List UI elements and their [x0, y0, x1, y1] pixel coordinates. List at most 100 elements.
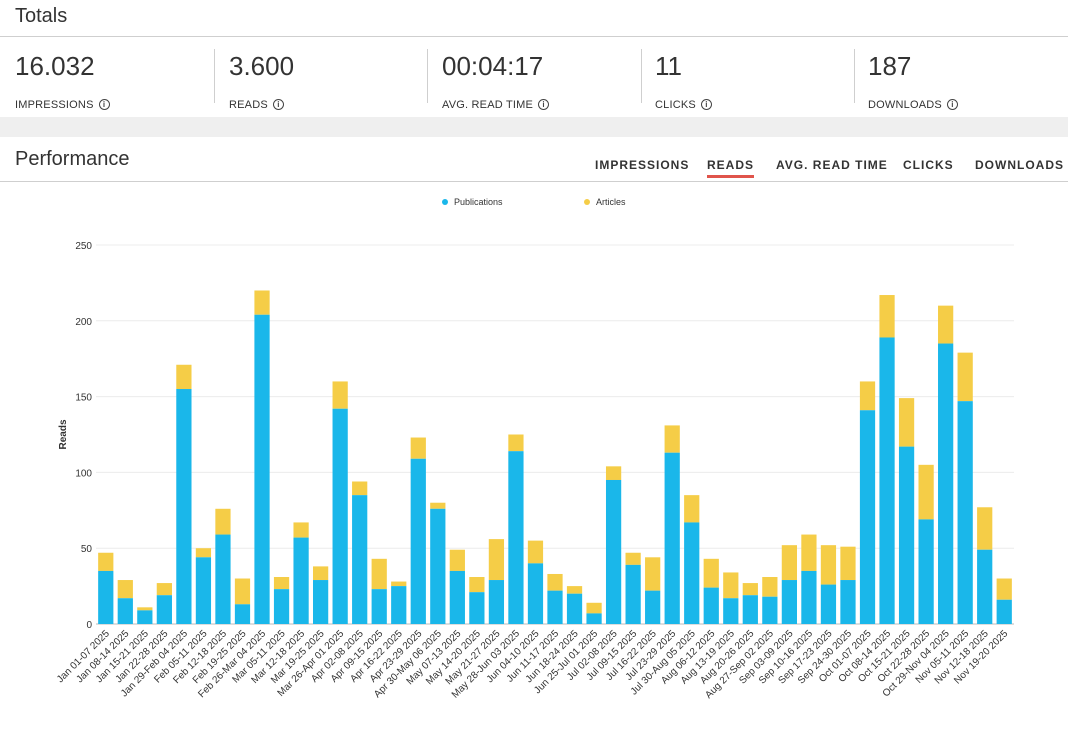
- bar-articles: [391, 581, 407, 587]
- bar-publications: [664, 452, 680, 624]
- bar-publications: [195, 557, 212, 624]
- bar-publications: [859, 410, 876, 624]
- info-icon[interactable]: i: [98, 99, 110, 110]
- bar-publications: [547, 590, 563, 624]
- bar-articles: [605, 466, 622, 480]
- totals-title: Totals: [15, 5, 68, 27]
- bar-articles: [840, 546, 856, 581]
- bar-articles: [566, 586, 583, 594]
- bar-articles: [723, 572, 739, 599]
- stat-label-row: READS i: [229, 99, 284, 111]
- bar-publications: [684, 522, 700, 624]
- bar-publications: [312, 580, 329, 624]
- bar-publications: [293, 537, 309, 624]
- stat-label: CLICKS: [655, 99, 696, 111]
- legend-label: Articles: [596, 197, 626, 207]
- bar-articles: [703, 558, 719, 588]
- tab-reads[interactable]: READS: [707, 158, 755, 178]
- bar-articles: [371, 558, 387, 590]
- bar-publications: [703, 587, 719, 624]
- bar-articles: [938, 305, 954, 344]
- info-icon[interactable]: i: [946, 99, 958, 110]
- bar-publications: [352, 495, 368, 624]
- y-tick-label: 150: [75, 393, 92, 404]
- bar-publications: [781, 580, 798, 624]
- bar-articles: [742, 583, 758, 596]
- y-axis-title: Reads: [58, 419, 69, 449]
- legend-item-publications[interactable]: Publications: [442, 197, 503, 207]
- bar-publications: [840, 580, 856, 624]
- bar-publications: [176, 389, 192, 624]
- info-icon[interactable]: i: [700, 99, 712, 110]
- bar-publications: [898, 446, 915, 624]
- legend-swatch-articles: [584, 199, 590, 205]
- stat-value: 00:04:17: [442, 51, 544, 81]
- stat-label-row: IMPRESSIONS i: [15, 99, 110, 111]
- bar-articles: [645, 557, 661, 591]
- bar-publications: [820, 584, 837, 624]
- legend-swatch-publications: [442, 199, 448, 205]
- info-icon[interactable]: i: [272, 99, 284, 110]
- bar-publications: [938, 343, 954, 624]
- stat-label-row: CLICKS i: [655, 99, 712, 111]
- bar-articles: [508, 434, 524, 452]
- legend-label: Publications: [454, 197, 503, 207]
- bar-articles: [410, 437, 426, 459]
- bar-publications: [254, 314, 270, 624]
- stat-divider: [641, 49, 642, 103]
- bar-articles: [449, 549, 465, 571]
- bar-publications: [645, 590, 661, 624]
- tab-clicks[interactable]: CLICKS: [903, 158, 954, 172]
- bar-articles: [488, 539, 505, 581]
- bar-articles: [234, 578, 251, 605]
- bar-publications: [117, 598, 133, 624]
- bar-articles: [781, 545, 798, 581]
- bar-publications: [508, 451, 524, 624]
- bar-publications: [410, 458, 426, 624]
- stat-label: DOWNLOADS: [868, 99, 942, 111]
- bar-publications: [723, 598, 739, 624]
- bar-articles: [625, 552, 641, 565]
- bar-articles: [254, 290, 270, 315]
- info-icon[interactable]: i: [538, 99, 550, 110]
- bar-articles: [527, 540, 544, 564]
- bar-articles: [137, 607, 153, 611]
- stat-value: 187: [868, 51, 912, 81]
- bar-publications: [625, 564, 641, 624]
- legend-item-articles[interactable]: Articles: [584, 197, 626, 207]
- bar-articles: [684, 495, 700, 523]
- stat-label-row: DOWNLOADS i: [868, 99, 958, 111]
- bar-publications: [156, 595, 172, 624]
- bar-publications: [215, 534, 231, 624]
- stat-divider: [214, 49, 215, 103]
- bar-articles: [664, 425, 680, 453]
- bar-articles: [820, 545, 837, 585]
- bar-publications: [527, 563, 544, 624]
- bar-articles: [859, 381, 876, 411]
- bar-articles: [918, 464, 934, 520]
- bar-publications: [586, 613, 602, 624]
- bar-articles: [312, 566, 329, 581]
- bar-articles: [215, 508, 231, 535]
- bar-articles: [898, 398, 915, 447]
- tab-avg-read-time[interactable]: AVG. READ TIME: [776, 158, 888, 172]
- y-tick-label: 50: [81, 544, 93, 555]
- bar-publications: [98, 570, 114, 624]
- bar-articles: [762, 577, 778, 597]
- bar-articles: [977, 507, 993, 550]
- tab-impressions[interactable]: IMPRESSIONS: [595, 158, 690, 172]
- bar-articles: [332, 381, 348, 409]
- totals-header: Totals: [0, 0, 1068, 37]
- totals-stats: 16.032 IMPRESSIONS i 3.600 READS i 00:04:1…: [0, 37, 1068, 117]
- stat-label-row: AVG. READ TIME i: [442, 99, 550, 111]
- bar-articles: [957, 352, 973, 402]
- bar-articles: [293, 522, 309, 538]
- bar-publications: [957, 401, 973, 624]
- bar-publications: [371, 589, 387, 624]
- bar-publications: [137, 610, 153, 624]
- tab-downloads[interactable]: DOWNLOADS: [975, 158, 1064, 172]
- bar-publications: [234, 604, 251, 624]
- bar-publications: [430, 508, 446, 624]
- bar-publications: [977, 549, 993, 624]
